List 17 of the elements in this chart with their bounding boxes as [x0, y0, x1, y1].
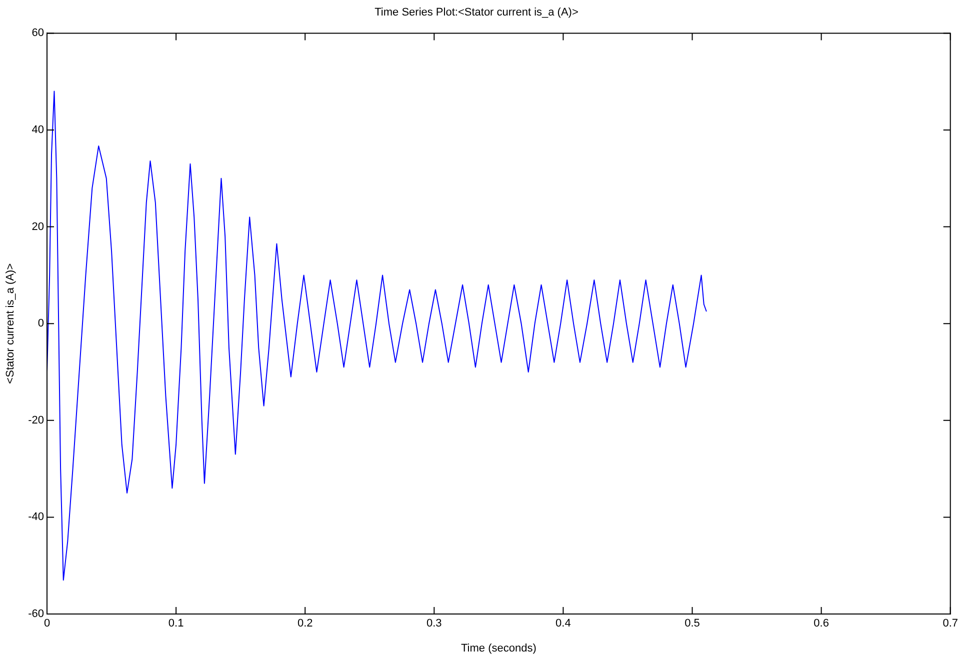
x-tick-label: 0.6	[814, 618, 829, 630]
y-tick-label: 0	[38, 318, 44, 330]
chart-title: Time Series Plot:<Stator current is_a (A)>	[374, 6, 578, 19]
y-tick-label: -40	[28, 511, 44, 524]
x-tick-label: 0.3	[426, 618, 442, 630]
y-tick-label: 60	[32, 27, 44, 40]
y-tick-label: 20	[32, 220, 44, 233]
x-tick-label: 0.4	[556, 618, 571, 630]
x-axis-title: Time (seconds)	[460, 642, 536, 654]
x-tick-label: 0.5	[684, 618, 700, 630]
y-axis-title: <Stator current is_a (A)>	[4, 263, 17, 384]
y-tick-label: -20	[28, 414, 44, 426]
x-tick-label: 0.1	[168, 618, 184, 630]
y-tick-label: 40	[32, 124, 44, 136]
x-tick-label: 0.7	[942, 618, 958, 630]
y-tick-label: -60	[28, 608, 44, 620]
x-tick-label: 0.2	[297, 618, 313, 630]
